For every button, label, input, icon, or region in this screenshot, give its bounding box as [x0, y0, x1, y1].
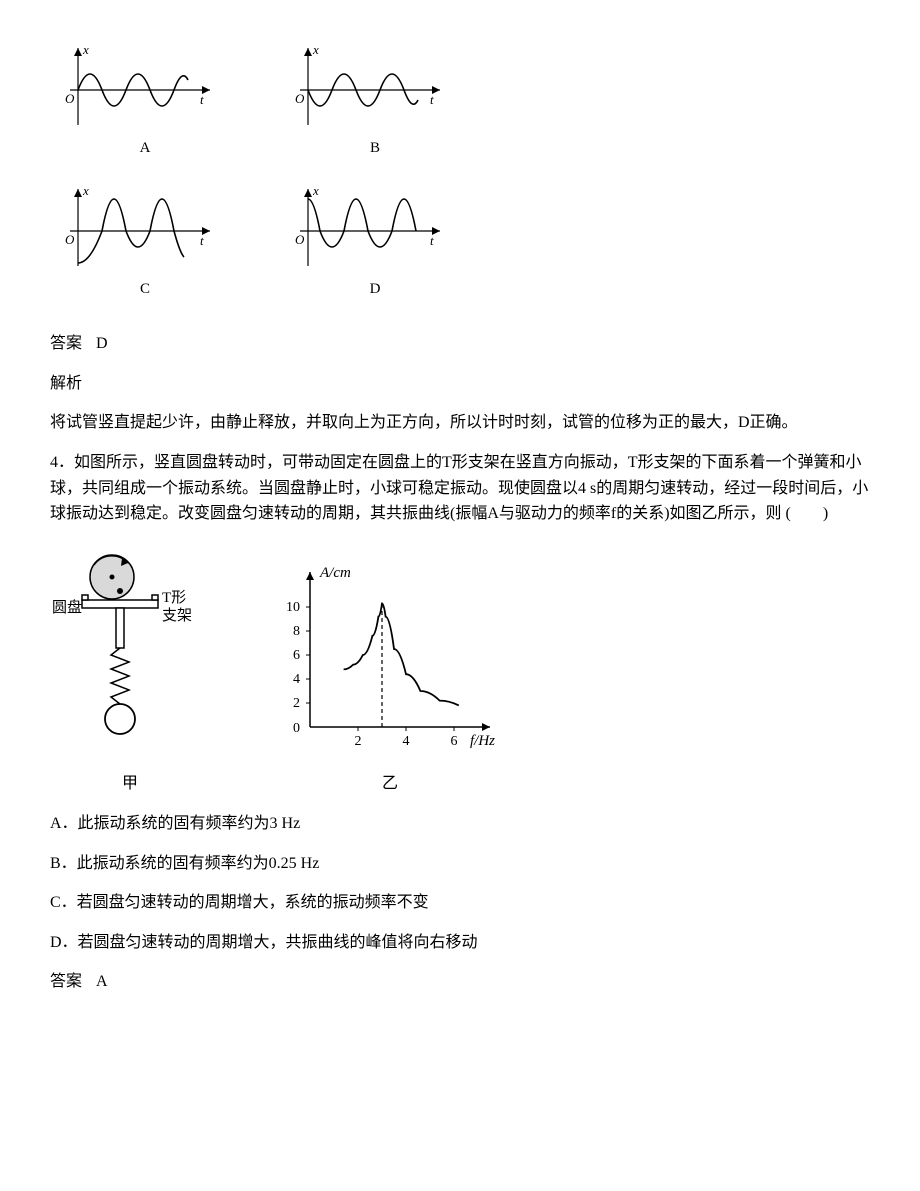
- resonance-x-ticks: 2 4 6: [355, 727, 458, 749]
- svg-text:6: 6: [293, 648, 300, 663]
- wave-option-a: x t O A: [50, 40, 240, 161]
- svg-text:10: 10: [286, 600, 300, 615]
- resonance-x-label: f/Hz: [470, 733, 495, 749]
- wave-label-c: C: [140, 277, 150, 301]
- svg-text:0: 0: [293, 721, 300, 736]
- resonance-y-label: A/cm: [319, 565, 351, 581]
- wave-label-b: B: [370, 136, 380, 160]
- label-bracket-1: T形: [162, 589, 186, 606]
- question-4-stem: 4．如图所示，竖直圆盘转动时，可带动固定在圆盘上的T形支架在竖直方向振动，T形支…: [50, 450, 870, 527]
- axis-label-o: O: [65, 91, 75, 106]
- wave-graph-b: x t O: [280, 40, 450, 130]
- analysis-3-label: 解析: [50, 371, 870, 397]
- wave-label-d: D: [370, 277, 381, 301]
- wave-option-c: x t O C: [50, 181, 240, 302]
- axis-label-x: x: [82, 42, 89, 57]
- answer-label: 答案: [50, 973, 82, 990]
- wave-label-a: A: [140, 136, 151, 160]
- resonance-y-ticks: 0 2 4 6 8 10: [286, 600, 310, 736]
- svg-text:6: 6: [451, 734, 458, 749]
- figure-device: 圆盘 T形 支架 甲: [50, 547, 210, 797]
- option-4c: C．若圆盘匀速转动的周期增大，系统的振动频率不变: [50, 890, 870, 916]
- analysis-3-text: 将试管竖直提起少许，由静止释放，并取向上为正方向，所以计时时刻，试管的位移为正的…: [50, 410, 870, 436]
- svg-text:t: t: [430, 92, 434, 107]
- device-diagram: 圆盘 T形 支架: [50, 547, 210, 757]
- wave-option-b: x t O B: [280, 40, 470, 161]
- svg-text:O: O: [295, 232, 305, 247]
- label-disk: 圆盘: [52, 598, 82, 616]
- svg-text:x: x: [312, 42, 319, 57]
- answer-label: 答案: [50, 335, 82, 352]
- label-bracket-2: 支架: [162, 607, 192, 624]
- svg-text:O: O: [295, 91, 305, 106]
- svg-text:O: O: [65, 232, 75, 247]
- wave-option-d: x t O D: [280, 181, 470, 302]
- svg-text:4: 4: [293, 672, 300, 687]
- wave-graph-c: x t O: [50, 181, 220, 271]
- figure-resonance: 0 2 4 6 8 10 2 4 6 A/cm f/Hz 乙: [270, 557, 510, 797]
- option-4d: D．若圆盘匀速转动的周期增大，共振曲线的峰值将向右移动: [50, 930, 870, 956]
- svg-text:2: 2: [355, 734, 362, 749]
- answer-3: 答案 D: [50, 331, 870, 357]
- svg-text:2: 2: [293, 696, 300, 711]
- resonance-chart: 0 2 4 6 8 10 2 4 6 A/cm f/Hz: [270, 557, 510, 757]
- svg-text:x: x: [82, 183, 89, 198]
- answer-value: A: [96, 973, 108, 990]
- question-4-figure-row: 圆盘 T形 支架 甲 0 2 4 6 8 10 2 4: [50, 547, 870, 797]
- answer-value: D: [96, 335, 108, 352]
- wave-graph-a: x t O: [50, 40, 220, 130]
- figure-label-left: 甲: [50, 771, 210, 797]
- answer-4: 答案 A: [50, 969, 870, 995]
- option-4b: B．此振动系统的固有频率约为0.25 Hz: [50, 851, 870, 877]
- figure-label-right: 乙: [270, 771, 510, 797]
- wave-options-grid: x t O A x t O B x t O: [50, 40, 870, 301]
- svg-text:t: t: [430, 233, 434, 248]
- svg-text:x: x: [312, 183, 319, 198]
- option-4a: A．此振动系统的固有频率约为3 Hz: [50, 811, 870, 837]
- axis-label-t: t: [200, 92, 204, 107]
- svg-text:t: t: [200, 233, 204, 248]
- svg-text:4: 4: [403, 734, 410, 749]
- wave-graph-d: x t O: [280, 181, 450, 271]
- svg-text:8: 8: [293, 624, 300, 639]
